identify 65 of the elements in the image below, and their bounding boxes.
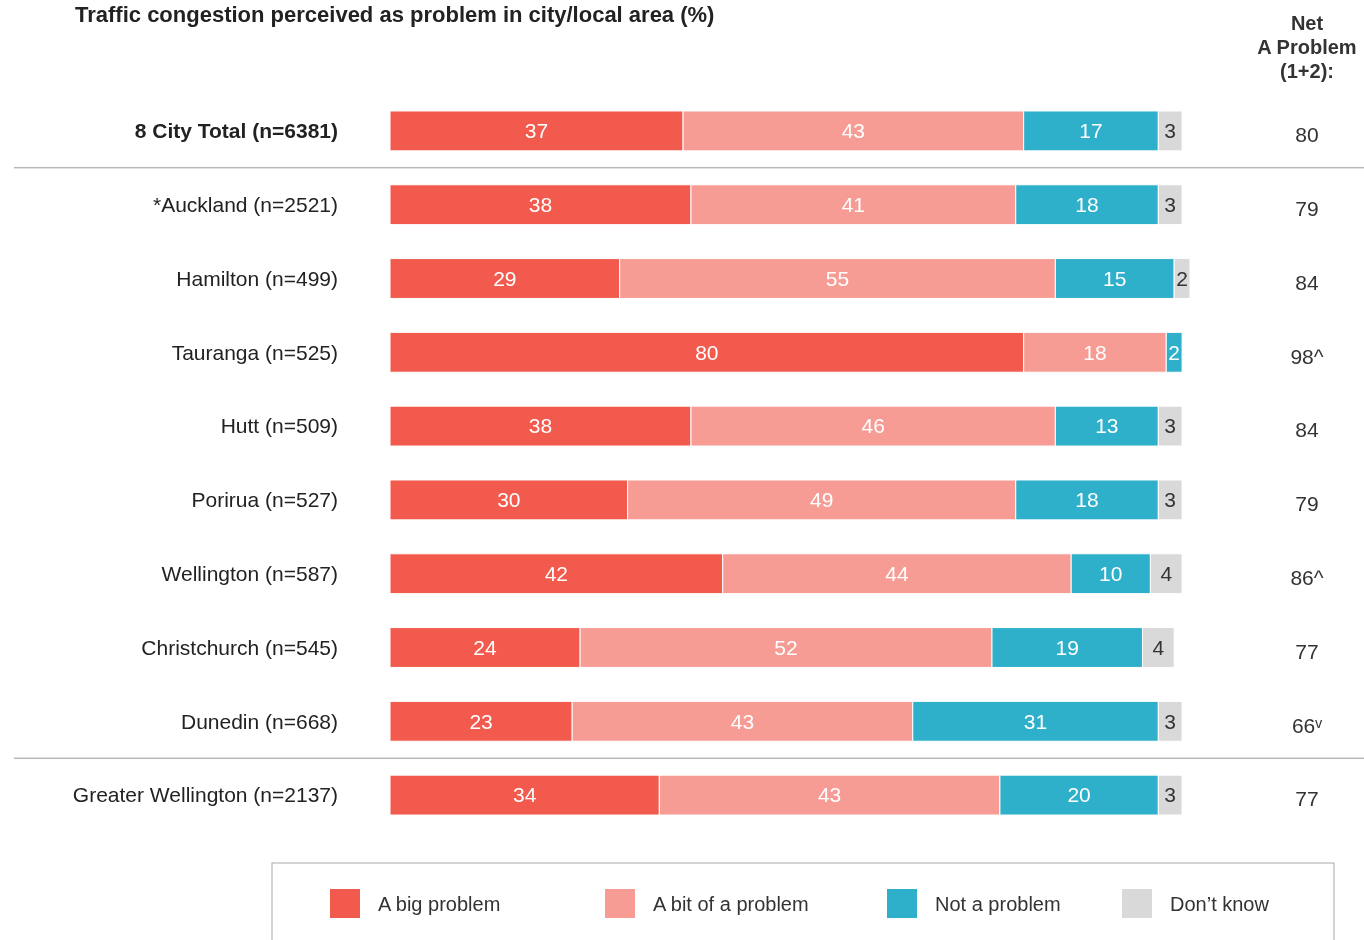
data-label: 31 — [1023, 709, 1048, 733]
data-label: 2 — [1176, 266, 1188, 290]
data-label: 4 — [1160, 562, 1173, 586]
text: 98^ — [1290, 344, 1324, 368]
data-label: 3 — [1164, 119, 1177, 143]
y-tick-label: 8 City Total (n=6381) — [134, 119, 338, 143]
data-label: 3 — [1164, 193, 1177, 217]
legend-label: Don’t know — [1170, 893, 1270, 915]
data-label: 49 — [810, 488, 834, 512]
legend-label: Not a problem — [935, 893, 1061, 915]
data-label: 34 — [512, 783, 537, 807]
data-label: 4 — [1152, 635, 1165, 659]
data-label: 18 — [1075, 488, 1099, 512]
data-label: 17 — [1079, 119, 1103, 143]
data-label: 41 — [841, 193, 866, 217]
data-label: 38 — [528, 193, 553, 217]
data-label: 18 — [1083, 340, 1107, 364]
text: 79 — [1295, 197, 1319, 221]
data-label: 43 — [730, 709, 755, 733]
legend-label: A big problem — [378, 893, 501, 915]
data-label: 37 — [524, 119, 549, 143]
y-tick-label: Porirua (n=527) — [191, 488, 338, 512]
data-label: 13 — [1095, 414, 1119, 438]
data-label: 3 — [1164, 783, 1177, 807]
data-label: 24 — [473, 635, 498, 659]
y-tick-label: Hutt (n=509) — [220, 414, 338, 438]
y-tick-label: Hamilton (n=499) — [176, 266, 338, 290]
data-label: 18 — [1075, 193, 1099, 217]
data-label: 55 — [825, 266, 850, 290]
text: 77 — [1295, 787, 1319, 811]
data-label: 52 — [774, 635, 798, 659]
text: 80 — [1295, 123, 1319, 147]
y-tick-label: Wellington (n=587) — [161, 562, 338, 586]
data-label: 38 — [528, 414, 553, 438]
text: 84 — [1295, 418, 1319, 442]
y-tick-label: Tauranga (n=525) — [171, 340, 338, 364]
data-label: 42 — [544, 562, 569, 586]
y-tick-label: *Auckland (n=2521) — [152, 193, 338, 217]
data-label: 29 — [493, 266, 517, 290]
data-label: 44 — [885, 562, 909, 586]
data-label: 3 — [1164, 488, 1177, 512]
chart-title: Traffic congestion perceived as problem in city/local area (%) — [75, 2, 715, 27]
data-label: 30 — [497, 488, 521, 512]
text: 86^ — [1290, 566, 1324, 590]
legend-label: A bit of a problem — [653, 893, 809, 915]
data-label: 20 — [1067, 783, 1091, 807]
text: 84 — [1295, 270, 1319, 294]
y-tick-label: Greater Wellington (n=2137) — [72, 783, 338, 807]
data-label: 43 — [841, 119, 866, 143]
data-label: 3 — [1164, 709, 1177, 733]
data-label: 3 — [1164, 414, 1177, 438]
data-label: 2 — [1168, 340, 1180, 364]
text: 79 — [1295, 492, 1319, 516]
text: 77 — [1295, 639, 1319, 663]
data-label: 19 — [1055, 635, 1079, 659]
text: Net A Problem (1+2): — [1257, 12, 1357, 82]
data-label: 43 — [817, 783, 842, 807]
data-label: 46 — [861, 414, 885, 438]
text: 66ᵛ — [1291, 713, 1323, 737]
data-label: 23 — [469, 709, 493, 733]
data-label: 15 — [1103, 266, 1127, 290]
y-tick-label: Dunedin (n=668) — [180, 709, 338, 733]
y-tick-label: Christchurch (n=545) — [141, 635, 338, 659]
data-label: 80 — [695, 340, 719, 364]
data-label: 10 — [1099, 562, 1123, 586]
